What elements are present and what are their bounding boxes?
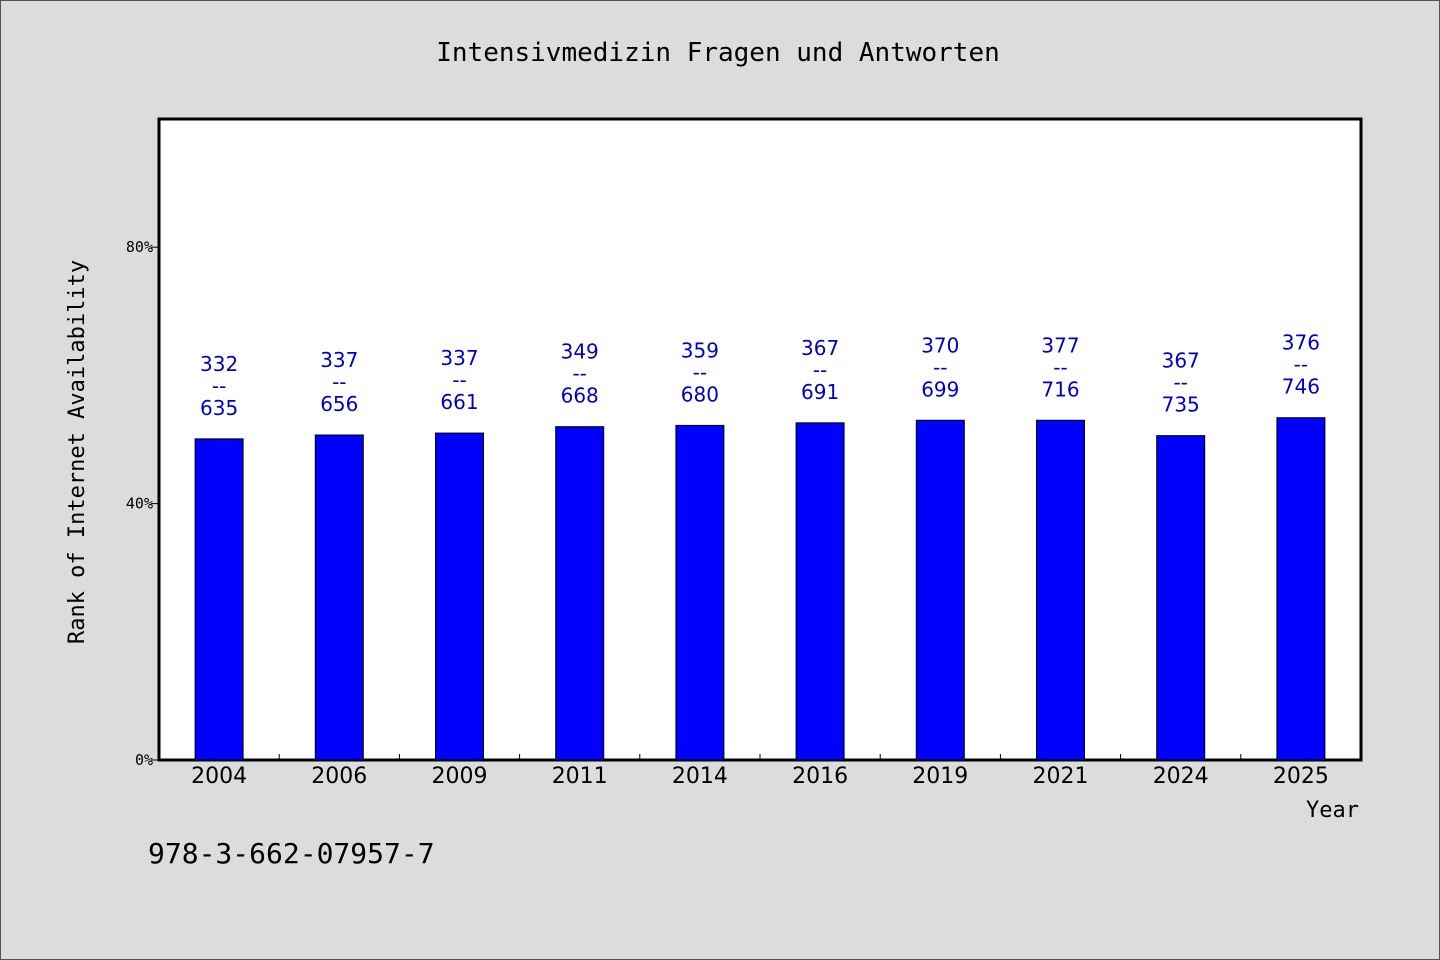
bar <box>1036 419 1085 761</box>
bar-label-bottom: 656 <box>320 392 358 416</box>
bar-label-bottom: 746 <box>1282 375 1320 399</box>
bar-label-top: 367 <box>1162 349 1200 373</box>
x-tick-label: 2006 <box>311 764 367 789</box>
bar <box>555 426 605 761</box>
bar-label-top: 370 <box>921 333 959 357</box>
bar-label-separator: -- <box>212 374 226 398</box>
bar-label-bottom: 716 <box>1041 377 1079 401</box>
bar <box>194 438 244 761</box>
bar-labels: 332--635337--656337--661349--668359--680… <box>200 331 1320 420</box>
bar <box>795 422 845 761</box>
bar-label-top: 332 <box>200 352 238 376</box>
bar-label-top: 359 <box>681 338 719 362</box>
bar <box>435 432 484 761</box>
x-tick-label: 2014 <box>672 764 728 789</box>
bar-label-top: 337 <box>440 346 478 370</box>
bar-label-separator: -- <box>332 370 346 394</box>
x-tick-label: 2004 <box>191 764 247 789</box>
bar <box>675 424 725 761</box>
bar-label-separator: -- <box>693 360 707 384</box>
isbn-text: 978-3-662-07957-7 <box>148 837 435 870</box>
bar-label-separator: -- <box>572 362 586 386</box>
x-tick-label: 2016 <box>792 764 848 789</box>
x-tick-label: 2009 <box>432 764 488 789</box>
x-tick-label: 2024 <box>1153 764 1209 789</box>
bar-label-bottom: 668 <box>561 384 599 408</box>
bar <box>1276 417 1326 761</box>
bar-label-bottom: 735 <box>1162 393 1200 417</box>
x-tick-label: 2021 <box>1033 764 1089 789</box>
bar <box>915 419 965 761</box>
bar-label-bottom: 699 <box>921 377 959 401</box>
bar-label-separator: -- <box>1294 353 1308 377</box>
chart-title: Intensivmedizin Fragen und Antworten <box>436 38 1000 68</box>
bar-label-separator: -- <box>933 355 947 379</box>
bar-label-separator: -- <box>452 368 466 392</box>
y-tick-label: 0% <box>135 751 153 769</box>
bar-label-top: 367 <box>801 336 839 360</box>
bar <box>314 434 364 761</box>
bar-label-bottom: 661 <box>440 390 478 414</box>
bar-label-bottom: 680 <box>681 382 719 406</box>
bar-label-separator: -- <box>813 358 827 382</box>
bar-label-bottom: 691 <box>801 380 839 404</box>
y-tick-label: 40% <box>126 495 153 513</box>
y-axis: 0% 40% 80% <box>126 238 159 769</box>
bar-label-top: 337 <box>320 348 358 372</box>
bar-label-top: 377 <box>1041 333 1079 357</box>
y-tick-label: 80% <box>126 238 153 256</box>
bar-label-separator: -- <box>1053 355 1067 379</box>
bar <box>1156 435 1206 761</box>
bar-label-bottom: 635 <box>200 396 238 420</box>
bar-label-top: 349 <box>561 340 599 364</box>
bar-label-separator: -- <box>1173 371 1187 395</box>
x-tick-label: 2011 <box>552 764 608 789</box>
bar-label-top: 376 <box>1282 331 1320 355</box>
x-axis: 2004 2006 2009 2011 2014 2016 2019 2021 2024 2025 <box>191 754 1329 789</box>
x-axis-label: Year <box>1306 798 1359 823</box>
y-axis-label: Rank of Internet Availability <box>65 260 90 644</box>
bars <box>194 417 1326 761</box>
x-tick-label: 2025 <box>1273 764 1329 789</box>
x-tick-label: 2019 <box>912 764 968 789</box>
